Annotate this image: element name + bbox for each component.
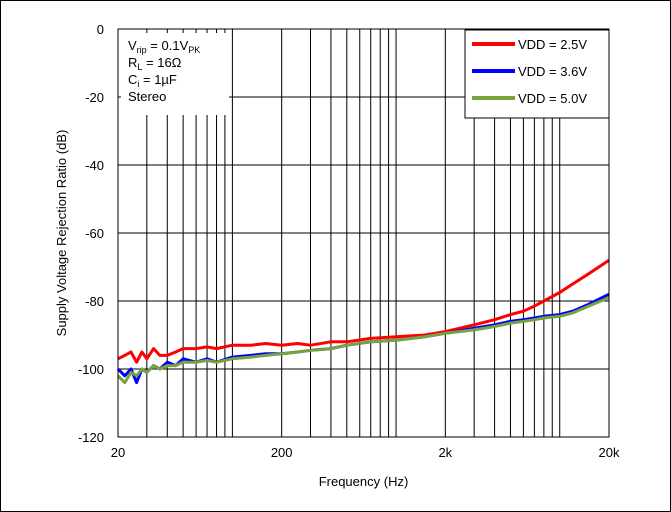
x-axis-label: Frequency (Hz) [319,474,409,489]
y-tick-label: -40 [85,158,104,173]
legend-label-3: VDD = 5.0V [518,91,587,106]
series-line-3 [116,296,610,385]
y-tick-label: -20 [85,90,104,105]
legend-label-1: VDD = 2.5V [518,37,587,52]
y-tick-label: -60 [85,226,104,241]
x-tick-labels: 20 200 2k 20k [111,445,620,460]
y-tick-label: -80 [85,294,104,309]
x-tick-label: 20 [111,445,125,460]
x-tick-label: 2k [438,445,452,460]
legend-label-2: VDD = 3.6V [518,64,587,79]
condition-vrip: Vrip = 0.1VPK [128,38,200,55]
y-axis-label: Supply Voltage Rejection Ratio (dB) [54,130,69,337]
condition-rl: RL = 16Ω [128,55,182,72]
condition-ci: Ci = 1µF [128,72,177,89]
conditions-background [121,33,229,115]
y-tick-labels: 0 -20 -40 -60 -80 -100 -120 [78,22,104,445]
x-tick-label: 200 [271,445,293,460]
plot-area-border [117,28,610,438]
y-tick-label: -100 [78,362,104,377]
condition-stereo: Stereo [128,89,166,104]
y-tick-label: 0 [97,22,104,37]
test-conditions-box: Vrip = 0.1VPK RL = 16Ω Ci = 1µF Stereo [121,33,229,115]
x-tick-label: 20k [599,445,620,460]
series-line-1 [117,258,610,364]
legend: VDD = 2.5V VDD = 3.6V VDD = 5.0V [464,29,610,119]
y-tick-label: -120 [78,430,104,445]
series-lines [116,258,610,385]
